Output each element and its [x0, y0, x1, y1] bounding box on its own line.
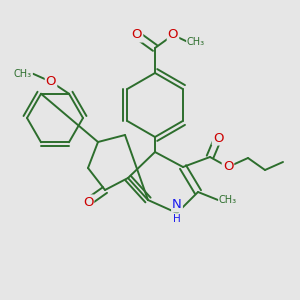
Text: CH₃: CH₃ [187, 37, 205, 47]
Text: O: O [168, 28, 178, 41]
Text: O: O [83, 196, 93, 208]
Text: O: O [213, 131, 223, 145]
Text: CH₃: CH₃ [219, 195, 237, 205]
Text: N: N [172, 199, 182, 212]
Text: CH₃: CH₃ [14, 69, 32, 79]
Text: O: O [46, 75, 56, 88]
Text: O: O [132, 28, 142, 41]
Text: H: H [173, 214, 181, 224]
Text: O: O [223, 160, 233, 173]
